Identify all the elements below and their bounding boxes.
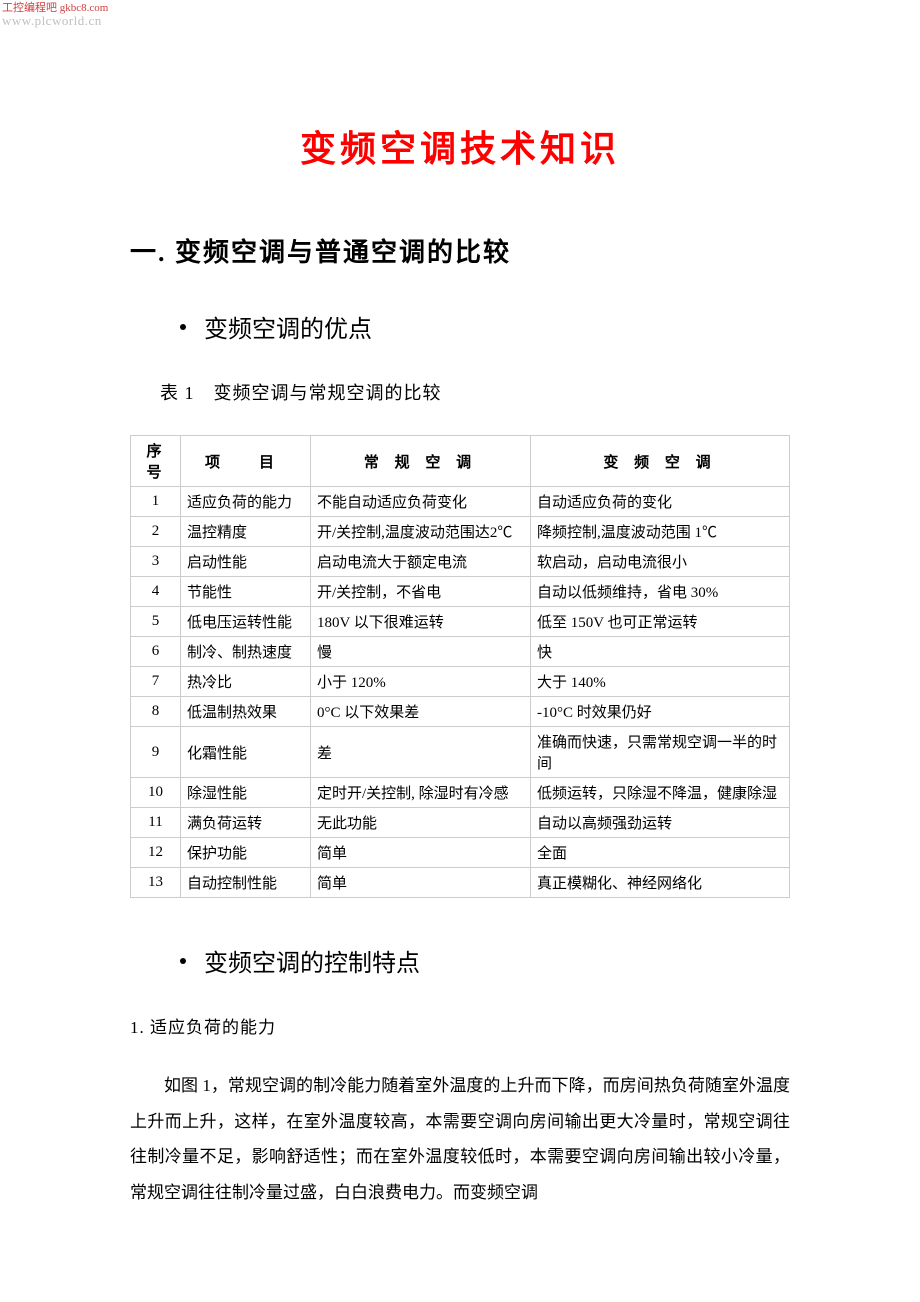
cell-seq: 7 xyxy=(131,667,181,697)
bullet-block-1: 变频空调的优点 xyxy=(180,309,790,344)
cell-item: 温控精度 xyxy=(181,517,311,547)
cell-seq: 10 xyxy=(131,778,181,808)
cell-inverter: 低频运转，只除湿不降温，健康除湿 xyxy=(531,778,790,808)
cell-regular: 定时开/关控制, 除湿时有冷感 xyxy=(311,778,531,808)
table-row: 4节能性开/关控制，不省电自动以低频维持，省电 30% xyxy=(131,577,790,607)
cell-item: 制冷、制热速度 xyxy=(181,637,311,667)
cell-item: 启动性能 xyxy=(181,547,311,577)
table-caption: 表 1 变频空调与常规空调的比较 xyxy=(160,379,790,405)
cell-inverter: 自动适应负荷的变化 xyxy=(531,487,790,517)
cell-inverter: 低至 150V 也可正常运转 xyxy=(531,607,790,637)
cell-seq: 1 xyxy=(131,487,181,517)
cell-regular: 0°C 以下效果差 xyxy=(311,697,531,727)
cell-inverter: 大于 140% xyxy=(531,667,790,697)
cell-regular: 小于 120% xyxy=(311,667,531,697)
section-heading-1: 一. 变频空调与普通空调的比较 xyxy=(130,232,790,269)
table-row: 6制冷、制热速度慢快 xyxy=(131,637,790,667)
cell-seq: 12 xyxy=(131,838,181,868)
th-inverter: 变 频 空 调 xyxy=(531,436,790,487)
paragraph-1: 如图 1，常规空调的制冷能力随着室外温度的上升而下降，而房间热负荷随室外温度上升… xyxy=(130,1068,790,1211)
document-page: 变频空调技术知识 一. 变频空调与普通空调的比较 变频空调的优点 表 1 变频空… xyxy=(0,0,920,1251)
bullet-dot-icon xyxy=(180,958,186,964)
table-row: 5低电压运转性能180V 以下很难运转低至 150V 也可正常运转 xyxy=(131,607,790,637)
cell-seq: 6 xyxy=(131,637,181,667)
cell-seq: 2 xyxy=(131,517,181,547)
table-row: 9化霜性能差准确而快速，只需常规空调一半的时间 xyxy=(131,727,790,778)
table-row: 3启动性能启动电流大于额定电流软启动，启动电流很小 xyxy=(131,547,790,577)
table-row: 10除湿性能定时开/关控制, 除湿时有冷感低频运转，只除湿不降温，健康除湿 xyxy=(131,778,790,808)
cell-regular: 差 xyxy=(311,727,531,778)
table-row: 2温控精度开/关控制,温度波动范围达2℃降频控制,温度波动范围 1℃ xyxy=(131,517,790,547)
watermark-line2: www.plcworld.cn xyxy=(2,14,108,28)
bullet-block-2: 变频空调的控制特点 xyxy=(180,943,790,978)
table-row: 11满负荷运转无此功能自动以高频强劲运转 xyxy=(131,808,790,838)
th-seq: 序 号 xyxy=(131,436,181,487)
cell-regular: 不能自动适应负荷变化 xyxy=(311,487,531,517)
subheading-1: 1. 适应负荷的能力 xyxy=(130,1013,790,1038)
table-row: 13自动控制性能简单真正模糊化、神经网络化 xyxy=(131,868,790,898)
cell-item: 适应负荷的能力 xyxy=(181,487,311,517)
cell-inverter: 降频控制,温度波动范围 1℃ xyxy=(531,517,790,547)
cell-item: 满负荷运转 xyxy=(181,808,311,838)
cell-inverter: 准确而快速，只需常规空调一半的时间 xyxy=(531,727,790,778)
cell-item: 低电压运转性能 xyxy=(181,607,311,637)
page-title: 变频空调技术知识 xyxy=(130,120,790,172)
table-row: 8低温制热效果0°C 以下效果差-10°C 时效果仍好 xyxy=(131,697,790,727)
cell-inverter: 自动以高频强劲运转 xyxy=(531,808,790,838)
cell-seq: 5 xyxy=(131,607,181,637)
cell-item: 热冷比 xyxy=(181,667,311,697)
table-row: 12保护功能简单全面 xyxy=(131,838,790,868)
cell-regular: 180V 以下很难运转 xyxy=(311,607,531,637)
cell-regular: 无此功能 xyxy=(311,808,531,838)
cell-item: 保护功能 xyxy=(181,838,311,868)
cell-seq: 4 xyxy=(131,577,181,607)
bullet-dot-icon xyxy=(180,324,186,330)
th-regular: 常 规 空 调 xyxy=(311,436,531,487)
cell-inverter: 真正模糊化、神经网络化 xyxy=(531,868,790,898)
cell-seq: 8 xyxy=(131,697,181,727)
cell-item: 除湿性能 xyxy=(181,778,311,808)
cell-inverter: -10°C 时效果仍好 xyxy=(531,697,790,727)
watermark: 工控编程吧 gkbc8.com www.plcworld.cn xyxy=(2,2,108,28)
cell-regular: 开/关控制,温度波动范围达2℃ xyxy=(311,517,531,547)
cell-item: 低温制热效果 xyxy=(181,697,311,727)
cell-seq: 13 xyxy=(131,868,181,898)
cell-seq: 11 xyxy=(131,808,181,838)
cell-seq: 9 xyxy=(131,727,181,778)
cell-regular: 启动电流大于额定电流 xyxy=(311,547,531,577)
bullet-text: 变频空调的优点 xyxy=(204,309,372,344)
comparison-table: 序 号 项 目 常 规 空 调 变 频 空 调 1适应负荷的能力不能自动适应负荷… xyxy=(130,435,790,898)
table-header-row: 序 号 项 目 常 规 空 调 变 频 空 调 xyxy=(131,436,790,487)
table-row: 1适应负荷的能力不能自动适应负荷变化自动适应负荷的变化 xyxy=(131,487,790,517)
cell-inverter: 快 xyxy=(531,637,790,667)
cell-item: 化霜性能 xyxy=(181,727,311,778)
table-row: 7热冷比小于 120%大于 140% xyxy=(131,667,790,697)
cell-regular: 开/关控制，不省电 xyxy=(311,577,531,607)
cell-item: 节能性 xyxy=(181,577,311,607)
cell-item: 自动控制性能 xyxy=(181,868,311,898)
cell-inverter: 自动以低频维持，省电 30% xyxy=(531,577,790,607)
cell-regular: 简单 xyxy=(311,838,531,868)
cell-regular: 简单 xyxy=(311,868,531,898)
bullet-text: 变频空调的控制特点 xyxy=(204,943,420,978)
bullet-item-control: 变频空调的控制特点 xyxy=(180,943,790,978)
cell-regular: 慢 xyxy=(311,637,531,667)
cell-inverter: 全面 xyxy=(531,838,790,868)
th-item: 项 目 xyxy=(181,436,311,487)
bullet-item-advantages: 变频空调的优点 xyxy=(180,309,790,344)
cell-inverter: 软启动，启动电流很小 xyxy=(531,547,790,577)
cell-seq: 3 xyxy=(131,547,181,577)
